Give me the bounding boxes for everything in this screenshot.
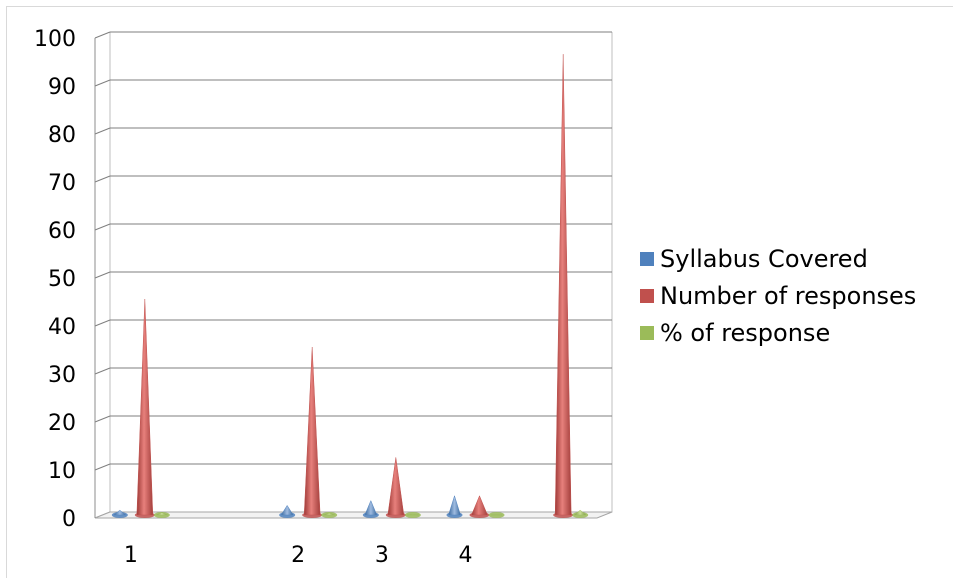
y-tick-label: 20 [48, 411, 76, 436]
cone-number-of-responses [469, 495, 490, 518]
legend-swatch [640, 325, 654, 340]
y-axis: 0 10 20 30 40 50 60 70 80 90 100 [34, 27, 96, 532]
gridline-side [94, 175, 111, 183]
legend-swatch [640, 251, 654, 266]
cone-syllabus-covered [111, 509, 128, 518]
y-tick-label: 60 [48, 219, 76, 244]
y-tick-label: 0 [62, 507, 76, 532]
cone-syllabus-covered [279, 504, 296, 518]
legend-label: Number of responses [660, 281, 917, 310]
cone-number-of-responses [385, 457, 406, 518]
floor [94, 511, 613, 519]
gridline-side [94, 271, 111, 279]
gridline-side [94, 415, 111, 423]
cone-number-of-responses [553, 54, 574, 518]
cone-of-response [153, 512, 170, 518]
legend-swatch [640, 288, 654, 303]
x-tick-label: 4 [459, 543, 473, 568]
y-tick-label: 10 [48, 459, 76, 484]
cone-of-response [488, 512, 505, 518]
y-tick-label: 40 [48, 315, 76, 340]
gridlines [94, 31, 612, 471]
gridline-side [94, 223, 111, 231]
legend-label: % of response [660, 318, 831, 347]
cone-number-of-responses [302, 346, 323, 518]
y-tick-label: 70 [48, 171, 76, 196]
cone-syllabus-covered [446, 494, 463, 518]
x-tick-label: 1 [124, 543, 138, 568]
gridline-side [94, 127, 111, 135]
y-tick-label: 100 [34, 27, 76, 52]
gridline-side [94, 31, 111, 39]
cone-of-response [404, 512, 421, 518]
legend-item: Syllabus Covered [640, 240, 916, 277]
legend-item: % of response [640, 314, 916, 351]
gridline-side [94, 463, 111, 471]
y-tick-label: 50 [48, 267, 76, 292]
x-tick-label: 3 [375, 543, 389, 568]
cone-number-of-responses [134, 298, 155, 518]
x-tick-label: 2 [291, 543, 305, 568]
cone-syllabus-covered [362, 499, 379, 518]
y-tick-label: 90 [48, 75, 76, 100]
x-axis: 1 2 3 4 [124, 543, 473, 568]
y-tick-label: 30 [48, 363, 76, 388]
legend-label: Syllabus Covered [660, 244, 868, 273]
y-tick-label: 80 [48, 123, 76, 148]
chart-frame [6, 6, 953, 578]
legend: Syllabus Covered Number of responses % of … [640, 240, 916, 351]
cone-of-response [321, 512, 338, 518]
data-marks [111, 54, 589, 518]
legend-item: Number of responses [640, 277, 916, 314]
gridline-side [94, 319, 111, 327]
gridline-side [94, 79, 111, 87]
cone-of-response [572, 509, 589, 518]
gridline-side [94, 367, 111, 375]
chart-walls [94, 32, 613, 519]
